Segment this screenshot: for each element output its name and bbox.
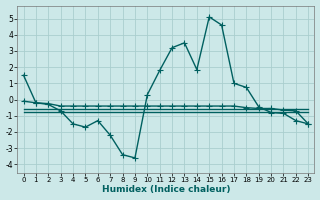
X-axis label: Humidex (Indice chaleur): Humidex (Indice chaleur)	[102, 185, 230, 194]
